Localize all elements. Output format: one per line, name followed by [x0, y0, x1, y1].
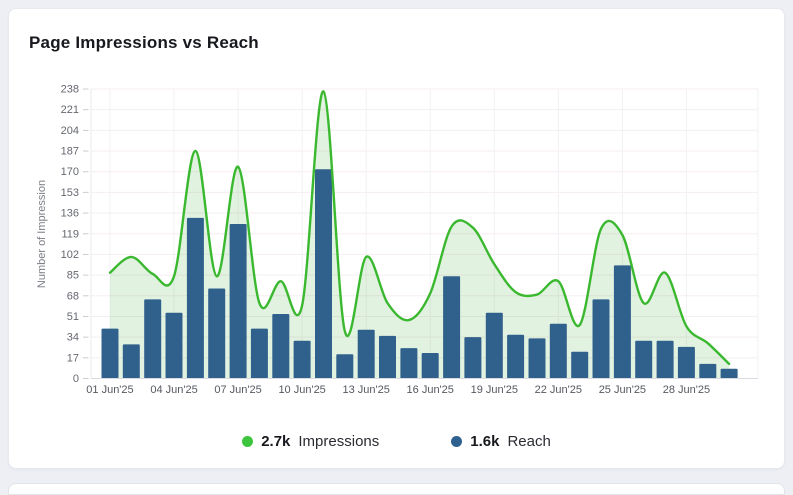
y-tick-label: 204 — [61, 125, 79, 137]
y-tick-label: 119 — [61, 228, 79, 240]
y-tick-label: 153 — [61, 187, 79, 199]
x-tick-label: 13 Jun'25 — [342, 384, 389, 396]
reach-bar-day-30[interactable] — [720, 368, 738, 379]
reach-bar-day-29[interactable] — [699, 363, 717, 379]
reach-bar-day-8[interactable] — [250, 328, 268, 379]
reach-bar-day-15[interactable] — [400, 348, 418, 379]
reach-bar-day-14[interactable] — [379, 335, 396, 379]
legend-item-reach[interactable]: 1.6k Reach — [451, 433, 551, 450]
x-tick-label: 19 Jun'25 — [471, 384, 518, 396]
x-tick-label: 16 Jun'25 — [407, 384, 454, 396]
y-tick-label: 187 — [61, 146, 79, 158]
reach-bar-day-23[interactable] — [571, 351, 589, 379]
y-tick-label: 17 — [67, 352, 79, 364]
reach-bar-day-11[interactable] — [315, 169, 332, 379]
y-tick-label: 136 — [61, 208, 79, 220]
reach-bar-day-25[interactable] — [613, 265, 631, 379]
reach-bar-day-26[interactable] — [635, 340, 653, 379]
x-tick-label: 01 Jun'25 — [86, 384, 133, 396]
reach-bar-day-3[interactable] — [144, 299, 162, 379]
reach-bar-day-4[interactable] — [165, 312, 183, 379]
reach-bar-day-24[interactable] — [592, 299, 610, 379]
legend-total: 1.6k — [470, 433, 500, 450]
y-tick-label: 102 — [61, 249, 79, 261]
impressions-line[interactable] — [108, 90, 731, 366]
legend-label: Reach — [507, 433, 551, 450]
impressions-vs-reach-chart: 0 17 34 51 68 85 102 119 136 153 170 187 204 221 238 01… — [36, 84, 759, 396]
reach-bar-day-18[interactable] — [464, 337, 482, 379]
x-tick-label: 07 Jun'25 — [214, 384, 261, 396]
y-tick-label: 170 — [61, 166, 79, 178]
reach-bar-day-17[interactable] — [443, 276, 461, 379]
y-tick-label: 34 — [67, 332, 79, 344]
reach-bar-day-19[interactable] — [485, 312, 503, 379]
reach-bar-day-10[interactable] — [293, 340, 311, 379]
x-tick-label: 22 Jun'25 — [535, 384, 582, 396]
reach-bar-day-5[interactable] — [186, 217, 204, 379]
legend-item-impressions[interactable]: 2.7k Impressions — [242, 433, 379, 450]
legend-label: Impressions — [298, 433, 380, 450]
impressions-reach-card: Page Impressions vs Reach 0 17 34 51 68 85 102… — [8, 8, 785, 469]
next-card-top-edge — [8, 483, 785, 495]
y-axis-title: Number of Impression — [36, 180, 48, 288]
reach-bar-day-16[interactable] — [421, 353, 439, 379]
x-tick-label: 04 Jun'25 — [150, 384, 197, 396]
reach-bar-day-27[interactable] — [656, 340, 674, 379]
y-tick-label: 0 — [73, 373, 79, 385]
y-tick-label: 51 — [67, 311, 79, 323]
reach-bar-day-20[interactable] — [507, 334, 525, 379]
x-tick-label: 28 Jun'25 — [663, 384, 710, 396]
reach-bar-day-28[interactable] — [677, 346, 695, 379]
page-title: Page Impressions vs Reach — [29, 33, 259, 52]
reach-bar-day-6[interactable] — [208, 288, 226, 379]
y-tick-label: 221 — [61, 104, 79, 116]
legend-dot-impressions — [242, 436, 254, 447]
reach-bar-day-22[interactable] — [549, 323, 567, 379]
chart-legend: 2.7k Impressions 1.6k Reach — [9, 433, 784, 450]
reach-bar-day-13[interactable] — [357, 329, 375, 379]
y-tick-label: 85 — [67, 270, 79, 282]
y-tick-label: 68 — [67, 290, 79, 302]
reach-bar-day-9[interactable] — [272, 314, 290, 379]
reach-bar-day-1[interactable] — [101, 328, 119, 379]
x-tick-label: 25 Jun'25 — [599, 384, 646, 396]
y-tick-label: 238 — [61, 84, 79, 96]
legend-total: 2.7k — [261, 433, 291, 450]
reach-bar-day-21[interactable] — [528, 338, 546, 379]
legend-dot-reach — [451, 436, 463, 447]
reach-bar-day-2[interactable] — [122, 344, 140, 379]
reach-bar-day-12[interactable] — [336, 354, 354, 379]
x-tick-label: 10 Jun'25 — [278, 384, 325, 396]
reach-bar-day-7[interactable] — [229, 224, 247, 379]
